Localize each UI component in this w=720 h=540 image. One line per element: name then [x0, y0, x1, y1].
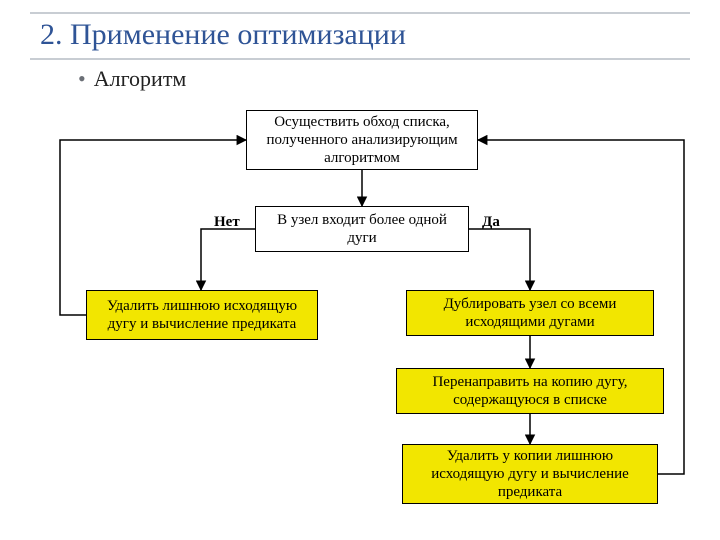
top-rule [30, 12, 690, 14]
node-redirect: Перенаправить на копию дугу, содержащуюс… [396, 368, 664, 414]
under-rule [30, 58, 690, 60]
bullet-item: • Алгоритм [78, 66, 186, 92]
node-decision: В узел входит более одной дуги [255, 206, 469, 252]
node-delete_copy: Удалить у копии лишнюю исходящую дугу и … [402, 444, 658, 504]
node-dup: Дублировать узел со всеми исходящими дуг… [406, 290, 654, 336]
label-no: Нет [214, 214, 240, 231]
edge-1 [201, 229, 255, 290]
bullet-text: Алгоритм [94, 66, 187, 91]
edge-2 [469, 229, 530, 290]
bullet-dot: • [78, 66, 86, 91]
node-start: Осуществить обход списка, полученного ан… [246, 110, 478, 170]
node-no_action: Удалить лишнюю исходящую дугу и вычислен… [86, 290, 318, 340]
slide-title: 2. Применение оптимизации [40, 18, 406, 52]
label-yes: Да [482, 214, 500, 231]
